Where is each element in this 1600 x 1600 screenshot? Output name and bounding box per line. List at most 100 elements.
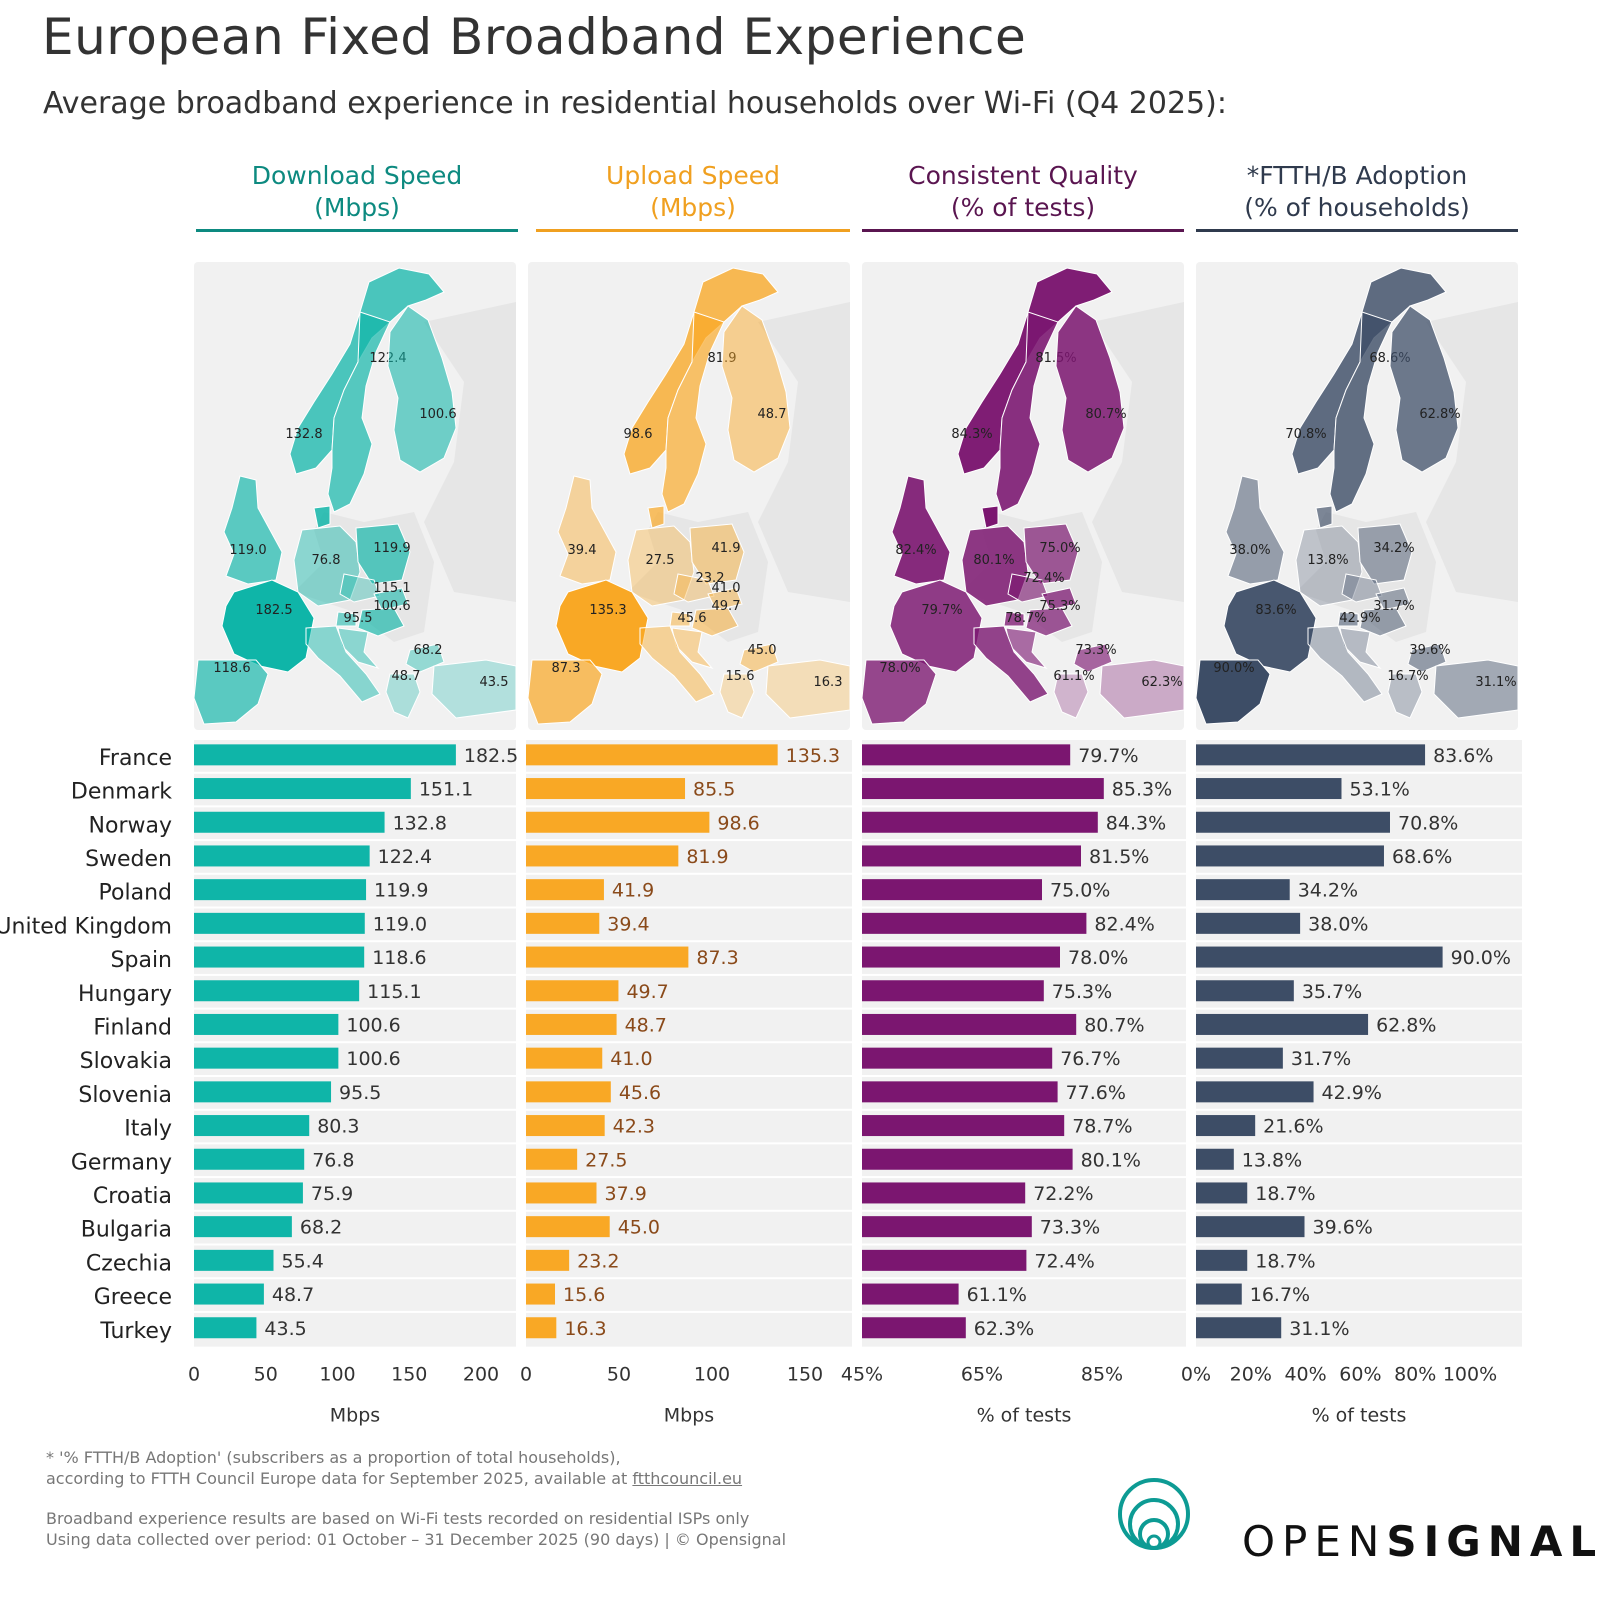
ftth-value-label: 42.9% xyxy=(1322,1082,1382,1104)
upload-value-label: 45.0 xyxy=(618,1217,660,1239)
country-label: Germany xyxy=(71,1150,172,1175)
download-value-label: 80.3 xyxy=(317,1116,359,1138)
download-header-rule xyxy=(196,229,518,232)
ftth-footnote-line2: according to FTTH Council Europe data fo… xyxy=(46,1468,742,1489)
quality-value-label: 77.6% xyxy=(1066,1082,1126,1104)
download-tick-label: 150 xyxy=(391,1364,427,1386)
upload-value-label: 48.7 xyxy=(625,1014,667,1036)
map-region-turkey xyxy=(765,659,850,719)
map-region-france xyxy=(221,579,315,673)
map-value-label: 78.7% xyxy=(1005,611,1046,626)
map-region-italy xyxy=(1307,625,1383,703)
map-value-label: 100.6 xyxy=(373,599,410,614)
country-label: France xyxy=(99,746,172,771)
upload-header-line1: Upload Speed xyxy=(606,161,780,190)
map-value-label: 31.1% xyxy=(1475,675,1516,690)
download-column-header: Download Speed (Mbps) xyxy=(196,160,518,224)
map-region-denmark xyxy=(313,505,331,529)
map-region-spain xyxy=(1196,659,1271,725)
download-tick-label: 0 xyxy=(188,1364,200,1386)
map-region-greece xyxy=(1053,673,1089,719)
download-value-label: 95.5 xyxy=(339,1082,381,1104)
ftth-bar xyxy=(1196,744,1426,766)
map-value-label: 100.6 xyxy=(419,407,456,422)
map-value-label: 90.0% xyxy=(1213,661,1254,676)
country-label: Slovenia xyxy=(78,1083,172,1108)
upload-header-line2: (Mbps) xyxy=(650,193,736,222)
country-label: Finland xyxy=(93,1015,172,1040)
country-label: Czechia xyxy=(86,1251,172,1276)
upload-header-rule xyxy=(536,229,850,232)
upload-bar xyxy=(526,1249,570,1271)
ftth-footnote: * '% FTTH/B Adoption' (subscribers as a … xyxy=(46,1447,742,1489)
upload-axis-label: Mbps xyxy=(664,1405,714,1427)
map-value-label: 39.6% xyxy=(1409,643,1450,658)
quality-bar xyxy=(862,946,1060,968)
download-bar xyxy=(194,1081,332,1103)
background-land xyxy=(1092,302,1184,602)
map-value-label: 84.3% xyxy=(951,427,992,442)
quality-value-label: 84.3% xyxy=(1106,812,1166,834)
upload-bar xyxy=(526,1283,556,1305)
map-region-united-kingdom xyxy=(1225,475,1285,585)
ftth-value-label: 53.1% xyxy=(1349,779,1409,801)
ftth-bar xyxy=(1196,1115,1256,1137)
map-region-italy xyxy=(639,625,715,703)
download-bar xyxy=(194,811,385,833)
map-region-czechia xyxy=(1007,573,1049,603)
map-region-sweden xyxy=(995,311,1059,513)
map-value-label: 75.0% xyxy=(1039,541,1080,556)
map-value-label: 49.7 xyxy=(712,599,741,614)
upload-bar xyxy=(526,744,778,766)
upload-tick-label: 50 xyxy=(607,1364,631,1386)
download-value-label: 55.4 xyxy=(281,1250,323,1272)
ftth-tick-label: 80% xyxy=(1394,1364,1436,1386)
map-value-label: 119.0 xyxy=(229,543,266,558)
ftth-value-label: 21.6% xyxy=(1263,1116,1323,1138)
quality-bar xyxy=(862,879,1042,901)
upload-bar xyxy=(526,1182,597,1204)
country-label: Sweden xyxy=(85,847,172,872)
map-value-label: 45.0 xyxy=(748,643,777,658)
upload-bar xyxy=(526,946,689,968)
ftth-council-link[interactable]: ftthcouncil.eu xyxy=(632,1469,743,1488)
upload-value-label: 41.0 xyxy=(610,1048,652,1070)
country-label: United Kingdom xyxy=(0,914,172,939)
map-region-france xyxy=(889,579,983,673)
download-value-label: 151.1 xyxy=(419,779,473,801)
map-value-label: 23.2 xyxy=(696,571,725,586)
quality-value-label: 61.1% xyxy=(967,1284,1027,1306)
map-value-label: 78.0% xyxy=(879,661,920,676)
method-footnote-line1: Broadband experience results are based o… xyxy=(46,1509,750,1528)
map-region-croatia xyxy=(1339,627,1382,669)
download-bar xyxy=(194,912,365,934)
bar-chart: France Denmark Norway Sweden Poland United Ki… xyxy=(0,740,1522,1427)
map-value-label: 82.4% xyxy=(895,543,936,558)
quality-bar xyxy=(862,1182,1026,1204)
download-tick-label: 100 xyxy=(319,1364,355,1386)
quality-bar xyxy=(862,811,1098,833)
ftth-tick-label: 60% xyxy=(1339,1364,1381,1386)
download-bar xyxy=(194,1317,257,1339)
map-region-denmark xyxy=(647,505,665,529)
ftth-value-label: 34.2% xyxy=(1298,880,1358,902)
quality-bar xyxy=(862,912,1087,934)
upload-value-label: 98.6 xyxy=(717,812,759,834)
download-value-label: 115.1 xyxy=(367,981,421,1003)
background-land xyxy=(1296,512,1436,642)
country-label: Greece xyxy=(94,1285,172,1310)
background-land xyxy=(628,512,768,642)
ftth-bar xyxy=(1196,980,1294,1002)
ftth-value-label: 31.7% xyxy=(1291,1048,1351,1070)
quality-value-label: 75.3% xyxy=(1052,981,1112,1003)
download-bar xyxy=(194,980,360,1002)
map-region-poland xyxy=(1023,523,1079,585)
map-value-label: 48.7 xyxy=(392,669,421,684)
map-region-slovenia xyxy=(1337,611,1359,627)
map-region-slovakia xyxy=(1041,587,1077,611)
quality-value-label: 82.4% xyxy=(1094,913,1154,935)
download-bar xyxy=(194,1249,274,1271)
ftth-bar xyxy=(1196,1013,1369,1035)
ftth-bar xyxy=(1196,1249,1248,1271)
quality-map: 84.3%81.5%80.7%82.4%80.1%75.0%72.4%75.3%… xyxy=(862,262,1184,730)
